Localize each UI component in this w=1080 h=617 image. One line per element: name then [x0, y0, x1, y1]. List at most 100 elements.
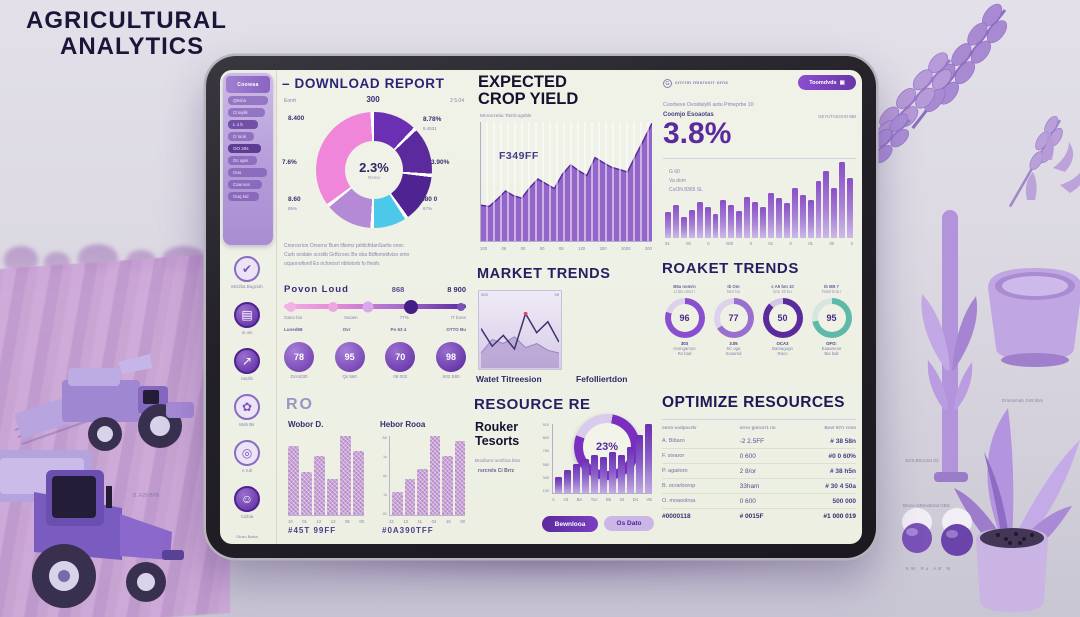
- decor-text-right3: KW Ru AB M: [906, 566, 953, 571]
- water-chart2: [389, 436, 465, 516]
- progress-subtick: Luned68: [284, 327, 303, 332]
- stat-circle[interactable]: 95 Qs 560: [334, 342, 365, 381]
- bar: [815, 181, 822, 238]
- yield-annotation: G 60 Va dom CuON 8365 SL: [669, 168, 713, 195]
- water-chart2-title: Hebor Rooa: [380, 420, 426, 429]
- x-tick: A3: [563, 497, 569, 502]
- download-button[interactable]: Bewnlooa: [542, 516, 598, 532]
- stat-circle[interactable]: 70 08 002: [385, 342, 416, 381]
- bar: [442, 456, 453, 515]
- stat-circle[interactable]: 98 S02 E80: [435, 342, 466, 381]
- table-row-total[interactable]: #0000118 # 0015F #1 000 019: [662, 513, 856, 520]
- roaket-stat[interactable]: Ib BB 7 Tamil bria r 95 OFO: Eaaamoor Bia bak: [807, 284, 856, 356]
- gauge-label: Fefolliertdon: [576, 374, 628, 384]
- sidebar-item-trends[interactable]: ↗ Iaszib: [220, 348, 274, 381]
- slider-node[interactable]: [456, 302, 465, 311]
- download-report-title: – DOWNLOAD REPORT: [282, 76, 445, 91]
- progress-label: Povon Loud: [284, 284, 349, 295]
- slider-node[interactable]: [328, 301, 339, 312]
- table-row[interactable]: B. ocrarborop 33ham # 30 4 50a: [662, 479, 856, 494]
- sidebar-menu-item[interactable]: OO 20s: [228, 144, 261, 153]
- bar: [392, 492, 403, 515]
- bar: [823, 170, 830, 238]
- bar: [760, 206, 766, 238]
- sidebar-menu-item[interactable]: Caumos: [228, 180, 263, 189]
- annotation-line: G 60: [669, 169, 680, 175]
- y-tick: 800: [542, 436, 549, 441]
- annotation-line: Va dom: [669, 178, 686, 184]
- roaket-ring: 50: [762, 298, 803, 338]
- progress-ticks: Oano bio Nooen 77% IT bone: [284, 315, 466, 320]
- slider-node[interactable]: [404, 299, 419, 314]
- slider-node[interactable]: [286, 301, 297, 312]
- table-row[interactable]: P. agaiioro 2 8/or # 38 h5n: [662, 464, 856, 479]
- resource-yticks: 910 800 750 580 340 100: [536, 423, 549, 493]
- roaket-col-header: bmr 20 bu: [773, 289, 792, 294]
- x-tick: B6: [605, 497, 612, 502]
- resource-smalltext2: rsrcrels Ci Brrz: [478, 468, 515, 474]
- bar: [591, 455, 598, 493]
- x-tick: 120: [578, 246, 586, 251]
- bar: [728, 205, 735, 238]
- sidebar-item-fields[interactable]: ◎ A ruh: [220, 440, 274, 473]
- stat-circle-value: 98: [435, 342, 466, 372]
- x-tick: 13: [403, 519, 408, 524]
- x-tick: 01: [665, 241, 670, 246]
- stat-circle[interactable]: 78 Dcro030: [284, 342, 314, 381]
- card-download-button[interactable]: Toomdvds ▣: [798, 75, 856, 90]
- progress-subtick: Ovr: [342, 327, 351, 332]
- yield-big-value: 3.8%: [663, 117, 732, 150]
- progress-tick: IT bone: [450, 315, 466, 320]
- bar: [791, 187, 798, 238]
- sidebar-menu-item[interactable]: Oos: [228, 168, 267, 177]
- sidebar-menu-item[interactable]: Oc apis: [228, 156, 258, 165]
- summary-paragraph: Cnorocrion Orssrnz Bum lifiemz prildcfid…: [284, 242, 466, 269]
- roaket-col-header: Ib Om: [727, 284, 740, 289]
- sidebar-item-approve[interactable]: ✔ Mcizba Bugcish: [220, 256, 274, 289]
- leaf-icon: ✿: [234, 394, 260, 420]
- yield-card-line1: Cuorbeve Ovoidalyl6 aotu Pimeprbe 10: [663, 102, 754, 108]
- download-icon: ▣: [839, 79, 845, 86]
- sidebar-menu-item[interactable]: Ooq kid: [228, 192, 259, 201]
- table-row[interactable]: O. moaoolroa 0 600 500 000: [662, 494, 856, 509]
- sidebar-item-crops[interactable]: ✿ Mob Bir: [220, 394, 274, 427]
- bar: [752, 201, 759, 238]
- sidebar-menu-item[interactable]: O luok: [228, 132, 255, 141]
- sidebar-menu-item[interactable]: Qleiria: [228, 96, 268, 105]
- slider-node[interactable]: [362, 301, 374, 312]
- resource-smalltext: Brosfumr orsrfrios biss: [475, 458, 521, 463]
- sidebar-item-charts[interactable]: ▤ Io ois: [220, 302, 274, 335]
- roaket-stat[interactable]: c A5 bm 10 bmr 20 bu 50 OCA3 Bamagogn Raco: [758, 284, 807, 356]
- bar: [417, 469, 428, 515]
- x-tick: 00: [460, 519, 465, 524]
- sidebar-item-profile[interactable]: ☺ Cizbia: [220, 486, 274, 519]
- x-tick: 01: [302, 519, 307, 524]
- progress-slider[interactable]: [284, 299, 466, 314]
- x-tick: 0: [789, 241, 792, 246]
- sidebar-menu-item[interactable]: L o b: [228, 120, 258, 129]
- sidebar-panel: Coowaa Qleiria Cnoylik L o b O luok OO 20s Oc…: [223, 73, 273, 245]
- water-chart2-yticks: A0 1c 0c 0r 01: [378, 436, 387, 516]
- bar: [704, 206, 711, 238]
- bar: [696, 201, 703, 238]
- roaket-ring: 95: [811, 298, 852, 338]
- roaket-stat[interactable]: B6a nomrn Li bis otrvz i 96 303 Homgamon Ro b…: [660, 284, 709, 356]
- yield-xticks: 01 00 0 000 0 01 0 01 00 0: [665, 241, 853, 246]
- sidebar-header[interactable]: Coowaa: [226, 76, 270, 93]
- table-row[interactable]: A. Bibaro -2 2.5FF # 38 58n: [662, 434, 856, 449]
- bar: [353, 450, 364, 515]
- decor-text-bowl: Dmmsmab JVB bbm: [1002, 398, 1044, 403]
- sidebar-menu-item[interactable]: Cnoylik: [228, 108, 265, 117]
- x-tick: 0: [850, 241, 853, 246]
- y-tick: 100: [542, 488, 549, 493]
- x-tick: 06: [558, 246, 564, 251]
- x-tick: 0: [749, 241, 752, 246]
- roaket-value: 96: [679, 313, 690, 323]
- y-tick: 580: [542, 462, 549, 467]
- bar: [582, 458, 589, 493]
- x-tick: A: [552, 497, 555, 502]
- donut-label-right: 3.90%: [431, 159, 450, 166]
- roaket-stat[interactable]: Ib Om Mor bu 77 3.05 5C oga Susamd: [709, 284, 758, 356]
- table-row[interactable]: F. sivaror 0 600 #0 0 60%: [662, 449, 856, 464]
- secondary-button[interactable]: Os Dato: [604, 516, 654, 531]
